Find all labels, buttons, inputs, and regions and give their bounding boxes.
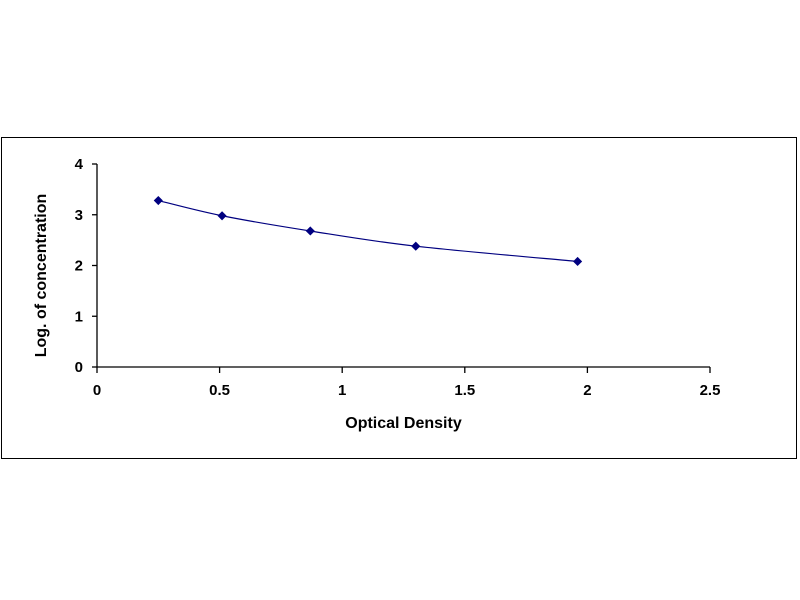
y-axis-ticks: 0 1 2 3 4	[75, 156, 97, 376]
x-tick-label: 1	[338, 382, 346, 399]
y-tick-label: 4	[75, 156, 84, 173]
x-tick-label: 0	[93, 382, 101, 399]
data-point	[217, 211, 227, 221]
trend-curve	[158, 199, 578, 263]
y-tick-label: 3	[75, 207, 83, 224]
y-tick-label: 0	[75, 359, 83, 376]
y-axis-title: Log. of concentration	[33, 194, 50, 358]
data-point	[153, 195, 163, 206]
x-tick-label: 0.5	[209, 382, 230, 399]
chart-frame: 0 0.5 1 1.5 2 2.5 0 1 2 3 4 Optical Density Log. …	[1, 137, 797, 459]
data-point	[305, 226, 315, 236]
axes	[96, 164, 710, 368]
x-tick-label: 1.5	[454, 382, 475, 399]
y-tick-label: 1	[75, 308, 83, 325]
x-tick-label: 2	[583, 382, 591, 399]
x-axis-ticks: 0 0.5 1 1.5 2 2.5	[93, 367, 721, 399]
x-tick-label: 2.5	[700, 382, 721, 399]
x-axis-title: Optical Density	[345, 415, 462, 432]
chart-plot: 0 0.5 1 1.5 2 2.5 0 1 2 3 4 Optical Density Log. …	[33, 156, 721, 432]
y-tick-label: 2	[75, 258, 83, 275]
data-point	[573, 256, 583, 267]
data-point	[411, 241, 421, 251]
data-points	[153, 195, 583, 267]
